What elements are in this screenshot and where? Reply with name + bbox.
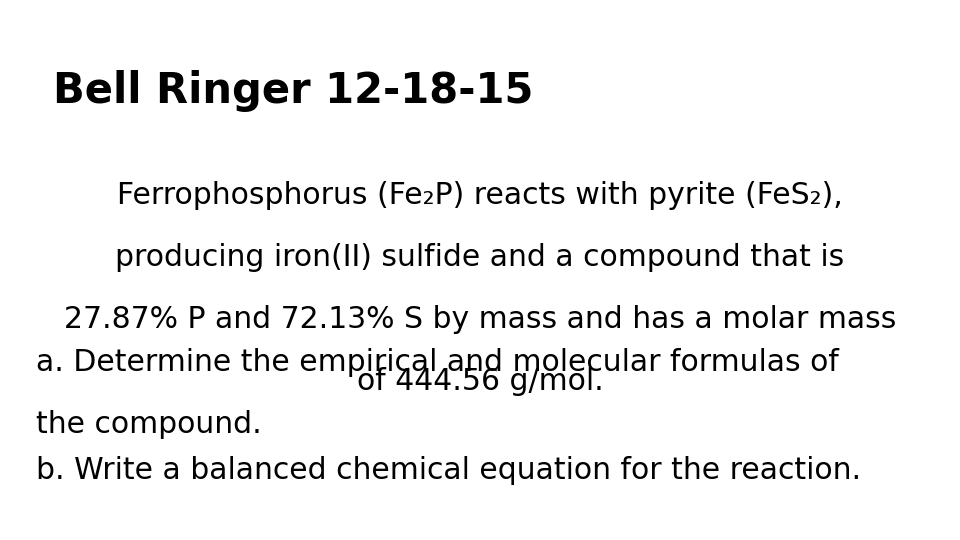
Text: Ferrophosphorus (Fe₂P) reacts with pyrite (FeS₂),: Ferrophosphorus (Fe₂P) reacts with pyrit… — [117, 181, 843, 210]
Text: 27.87% P and 72.13% S by mass and has a molar mass: 27.87% P and 72.13% S by mass and has a … — [63, 305, 897, 334]
Text: b. Write a balanced chemical equation for the reaction.: b. Write a balanced chemical equation fo… — [36, 456, 862, 485]
Text: a. Determine the empirical and molecular formulas of: a. Determine the empirical and molecular… — [36, 348, 839, 377]
Text: Bell Ringer 12-18-15: Bell Ringer 12-18-15 — [53, 70, 533, 112]
Text: the compound.: the compound. — [36, 410, 262, 440]
Text: producing iron(II) sulfide and a compound that is: producing iron(II) sulfide and a compoun… — [115, 243, 845, 272]
Text: of 444.56 g/mol.: of 444.56 g/mol. — [356, 367, 604, 396]
